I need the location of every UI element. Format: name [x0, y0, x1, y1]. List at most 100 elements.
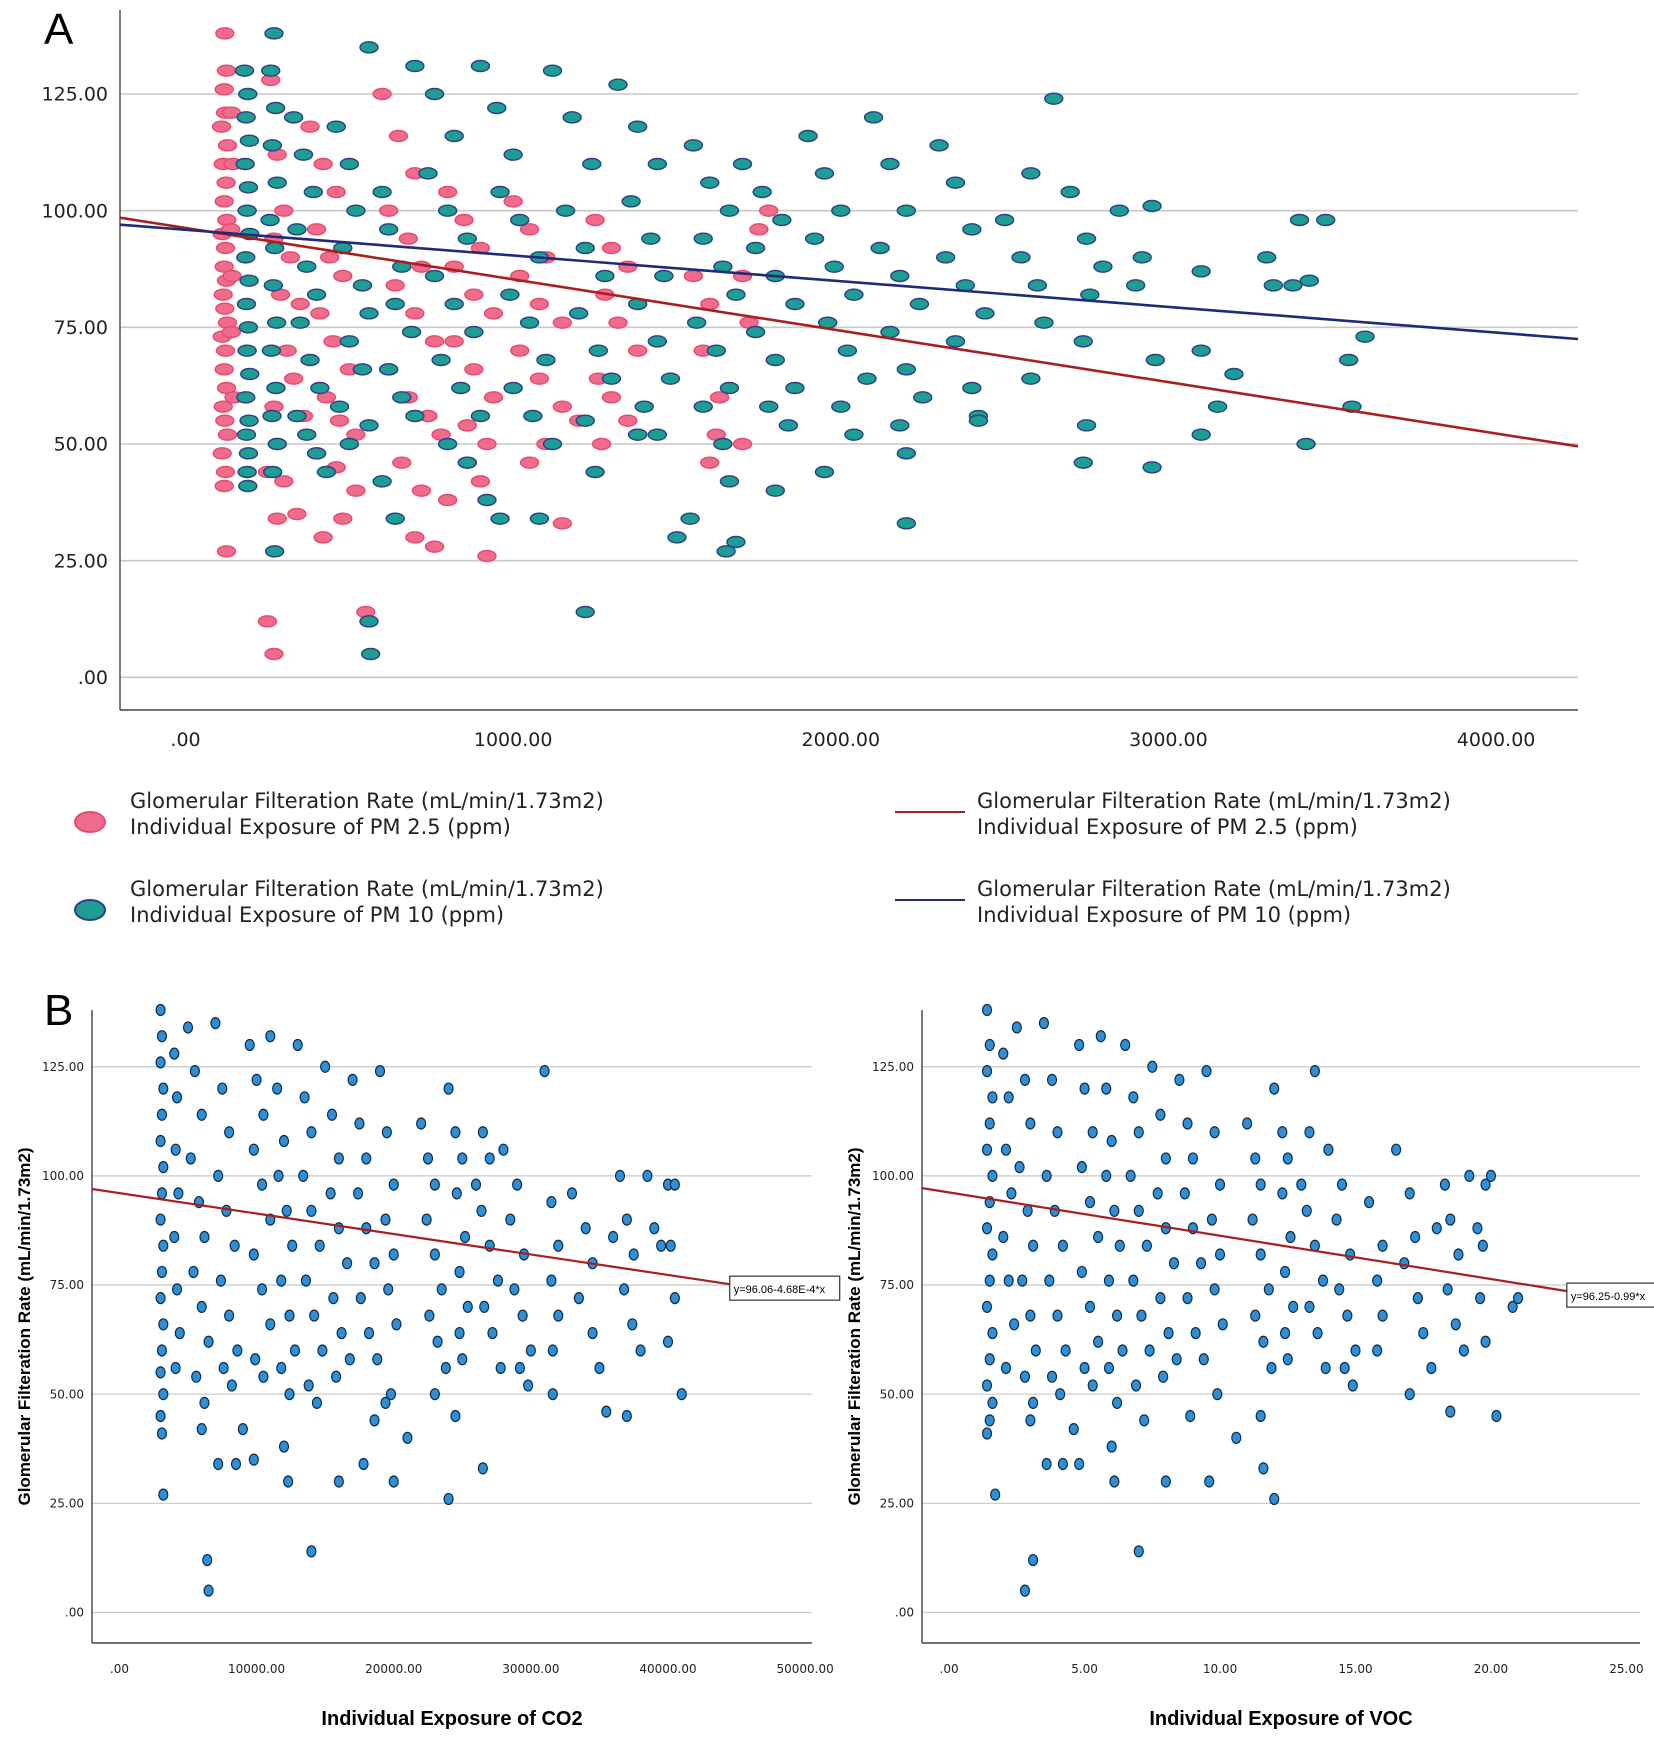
data-point — [487, 1326, 498, 1340]
data-point — [1312, 1326, 1323, 1340]
data-point — [1111, 1309, 1123, 1322]
data-point — [1418, 1326, 1429, 1340]
data-point — [333, 269, 353, 283]
data-point — [306, 447, 327, 460]
y-tick-label: 125.00 — [42, 1060, 84, 1074]
data-point — [542, 437, 563, 451]
data-point — [896, 363, 917, 376]
data-point — [383, 1283, 394, 1296]
data-point — [553, 1309, 564, 1322]
data-point — [585, 213, 605, 227]
data-point — [1133, 1204, 1144, 1217]
data-point — [591, 437, 612, 451]
data-point — [459, 1230, 471, 1244]
data-point — [222, 269, 242, 283]
data-point — [752, 185, 772, 199]
data-point — [745, 241, 766, 255]
data-point — [667, 531, 687, 544]
data-point — [665, 1239, 676, 1252]
data-point — [1191, 428, 1211, 441]
data-point — [647, 428, 668, 441]
data-point — [283, 111, 304, 124]
data-point — [981, 1379, 993, 1392]
data-point — [542, 64, 563, 77]
data-point — [1410, 1230, 1421, 1244]
data-point — [588, 344, 609, 357]
data-point — [962, 223, 982, 236]
data-point — [831, 400, 851, 413]
data-point — [804, 232, 825, 245]
data-point — [1109, 204, 1130, 217]
data-point — [1282, 1353, 1293, 1366]
data-point — [896, 517, 917, 530]
data-point — [1068, 1422, 1079, 1436]
data-point — [378, 363, 399, 376]
data-point — [523, 1379, 534, 1392]
data-point — [1350, 1344, 1361, 1357]
data-point — [372, 185, 392, 199]
data-point — [1255, 1178, 1266, 1191]
y-tick-label: .00 — [78, 667, 108, 689]
y-tick-label: 100.00 — [42, 200, 108, 222]
data-point — [814, 465, 835, 479]
data-point — [196, 1422, 207, 1436]
data-point — [391, 1318, 402, 1331]
data-point — [155, 1292, 166, 1305]
data-point — [863, 111, 884, 124]
data-point — [945, 335, 966, 348]
data-point — [484, 1152, 495, 1165]
data-point — [1041, 1457, 1052, 1471]
data-point — [608, 78, 628, 91]
data-point — [1445, 1405, 1456, 1418]
data-point — [476, 1204, 487, 1217]
y-tick-label: 25.00 — [880, 1497, 914, 1511]
data-point — [326, 120, 346, 133]
data-point — [236, 391, 256, 404]
data-point — [158, 1161, 169, 1174]
data-point — [968, 414, 989, 427]
data-point — [444, 335, 464, 348]
data-point — [479, 1300, 490, 1313]
data-point — [381, 1126, 392, 1139]
data-point — [503, 148, 523, 161]
data-point — [261, 344, 282, 357]
data-point — [1000, 1361, 1012, 1375]
data-point — [1285, 1230, 1296, 1244]
data-point — [300, 1274, 312, 1287]
data-point — [1231, 1431, 1242, 1444]
data-point — [1076, 419, 1097, 432]
data-point — [990, 1488, 1001, 1501]
data-point — [745, 325, 766, 339]
data-point — [273, 1169, 284, 1182]
data-point — [1080, 288, 1100, 301]
data-point — [361, 1152, 372, 1165]
data-point — [1334, 1283, 1345, 1296]
data-point — [831, 204, 851, 217]
data-point — [627, 428, 648, 441]
x-tick-label: .00 — [170, 729, 200, 751]
data-point — [402, 1431, 413, 1444]
data-point — [385, 297, 405, 311]
data-point — [1316, 213, 1336, 227]
fit-line — [91, 1187, 730, 1286]
data-point — [913, 391, 933, 404]
data-point — [218, 1361, 229, 1375]
data-point — [844, 428, 864, 441]
y-tick-label: 125.00 — [42, 84, 108, 106]
data-point — [987, 1326, 998, 1340]
data-point — [981, 1003, 993, 1017]
data-point — [1163, 1326, 1174, 1340]
data-point — [510, 344, 530, 357]
data-point — [236, 297, 257, 311]
data-point — [523, 409, 543, 423]
data-point — [1142, 461, 1162, 474]
data-point — [1242, 1117, 1253, 1130]
data-point — [421, 1213, 432, 1226]
data-point — [1512, 1292, 1524, 1305]
data-point — [1009, 1318, 1020, 1331]
data-point — [1458, 1344, 1469, 1357]
legend-marker — [74, 899, 106, 921]
data-point — [1006, 1187, 1017, 1200]
data-point — [1372, 1344, 1383, 1357]
data-point — [392, 456, 412, 469]
